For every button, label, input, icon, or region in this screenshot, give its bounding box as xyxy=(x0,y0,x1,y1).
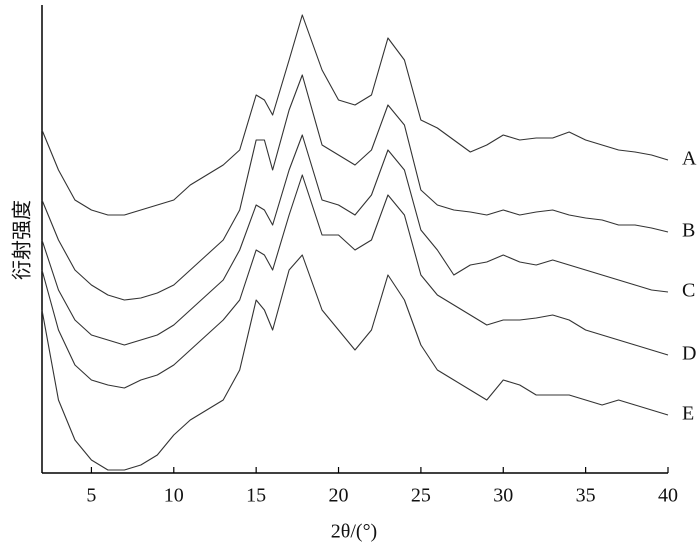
x-tick-label: 30 xyxy=(493,485,513,507)
x-tick-label: 35 xyxy=(576,485,596,507)
series-line xyxy=(41,74,669,301)
x-tick-label: 25 xyxy=(411,485,431,507)
x-tick-label: 40 xyxy=(658,485,678,507)
series-label: A xyxy=(682,148,697,170)
x-tick-label: 15 xyxy=(246,485,266,507)
series-line xyxy=(41,174,669,389)
y-axis-label: 衍射强度 xyxy=(11,200,34,280)
series-label: E xyxy=(682,403,694,425)
x-tick-label: 5 xyxy=(86,485,96,507)
x-axis-label: 2θ/(°) xyxy=(331,521,377,543)
series-line xyxy=(41,134,669,346)
series-line xyxy=(41,254,669,471)
series-label: C xyxy=(682,280,695,302)
x-tick-label: 20 xyxy=(329,485,349,507)
series-line xyxy=(41,14,669,216)
series-label: D xyxy=(682,343,696,365)
x-tick-label: 10 xyxy=(164,485,184,507)
series-label: B xyxy=(682,220,695,242)
